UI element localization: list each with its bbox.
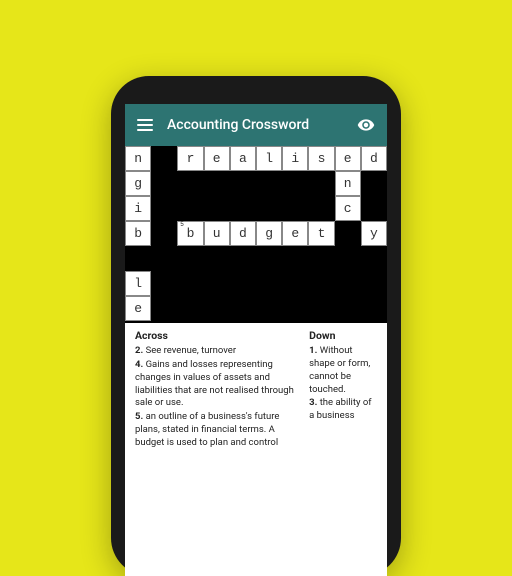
- cell-white[interactable]: g: [256, 221, 282, 246]
- crossword-grid-container: nrealisedgnicbb5udgetyle: [125, 146, 387, 321]
- cell-black: [361, 246, 387, 271]
- cell-black: [308, 296, 334, 321]
- cell-black: [335, 246, 361, 271]
- cell-black: [230, 296, 256, 321]
- cell-black: [204, 296, 230, 321]
- cell-black: [256, 271, 282, 296]
- cell-white[interactable]: y: [361, 221, 387, 246]
- menu-icon[interactable]: [137, 119, 153, 131]
- cell-white[interactable]: e: [335, 146, 361, 171]
- phone-frame: Accounting Crossword nrealisedgnicbb5udg…: [111, 76, 401, 576]
- cell-black: [204, 196, 230, 221]
- cell-white[interactable]: b: [125, 221, 151, 246]
- cell-white[interactable]: r: [177, 146, 203, 171]
- cell-white[interactable]: l: [256, 146, 282, 171]
- cell-black: [177, 196, 203, 221]
- cell-white[interactable]: l: [125, 271, 151, 296]
- cell-white[interactable]: d: [230, 221, 256, 246]
- cell-black: [151, 171, 177, 196]
- cell-black: [256, 246, 282, 271]
- cell-white[interactable]: t: [308, 221, 334, 246]
- cell-white[interactable]: a: [230, 146, 256, 171]
- cell-white[interactable]: n: [335, 171, 361, 196]
- cell-white[interactable]: e: [204, 146, 230, 171]
- cell-black: [335, 296, 361, 321]
- cell-black: [361, 171, 387, 196]
- across-clue[interactable]: 4. Gains and losses representing changes…: [135, 359, 297, 410]
- cell-white[interactable]: d: [361, 146, 387, 171]
- cell-black: [361, 196, 387, 221]
- cell-black: [282, 171, 308, 196]
- clues-down: Down 1. Without shape or form, cannot be…: [309, 329, 377, 451]
- cell-black: [308, 246, 334, 271]
- cell-black: [361, 271, 387, 296]
- cell-white[interactable]: g: [125, 171, 151, 196]
- cell-number: 5: [180, 222, 183, 228]
- cell-black: [256, 296, 282, 321]
- cell-white[interactable]: e: [125, 296, 151, 321]
- cell-black: [177, 246, 203, 271]
- cell-black: [230, 271, 256, 296]
- crossword-grid[interactable]: nrealisedgnicbb5udgetyle: [125, 146, 387, 321]
- cell-black: [230, 196, 256, 221]
- cell-black: [177, 296, 203, 321]
- cell-black: [204, 271, 230, 296]
- app-title: Accounting Crossword: [167, 117, 343, 133]
- cell-black: [151, 246, 177, 271]
- cell-black: [282, 271, 308, 296]
- cell-black: [177, 271, 203, 296]
- cell-black: [256, 171, 282, 196]
- cell-white[interactable]: n: [125, 146, 151, 171]
- cell-white[interactable]: u: [204, 221, 230, 246]
- across-clue[interactable]: 2. See revenue, turnover: [135, 345, 297, 358]
- cell-black: [308, 171, 334, 196]
- cell-black: [204, 171, 230, 196]
- cell-white[interactable]: i: [125, 196, 151, 221]
- cell-black: [361, 296, 387, 321]
- cell-black: [282, 296, 308, 321]
- cell-black: [230, 246, 256, 271]
- cell-black: [151, 296, 177, 321]
- cell-black: [335, 221, 361, 246]
- cell-black: [256, 196, 282, 221]
- cell-black: [308, 271, 334, 296]
- cell-black: [282, 196, 308, 221]
- cell-white[interactable]: s: [308, 146, 334, 171]
- cell-black: [230, 171, 256, 196]
- across-heading: Across: [135, 329, 297, 343]
- across-clue[interactable]: 5. an outline of a business's future pla…: [135, 411, 297, 449]
- cell-black: [151, 196, 177, 221]
- cell-black: [151, 146, 177, 171]
- cell-black: [177, 171, 203, 196]
- cell-white[interactable]: c: [335, 196, 361, 221]
- cell-black: [151, 271, 177, 296]
- cell-black: [282, 246, 308, 271]
- cell-black: [308, 196, 334, 221]
- clues-section: Across 2. See revenue, turnover4. Gains …: [125, 321, 387, 451]
- cell-black: [335, 271, 361, 296]
- clues-across: Across 2. See revenue, turnover4. Gains …: [135, 329, 297, 451]
- cell-white[interactable]: i: [282, 146, 308, 171]
- cell-white[interactable]: e: [282, 221, 308, 246]
- eye-icon[interactable]: [357, 116, 375, 134]
- cell-black: [204, 246, 230, 271]
- cell-white[interactable]: b5: [177, 221, 203, 246]
- down-clue[interactable]: 1. Without shape or form, cannot be touc…: [309, 345, 377, 396]
- app-bar: Accounting Crossword: [125, 104, 387, 146]
- phone-screen: Accounting Crossword nrealisedgnicbb5udg…: [125, 104, 387, 576]
- cell-black: [151, 221, 177, 246]
- down-clue[interactable]: 3. the ability of a business: [309, 397, 377, 423]
- cell-black: [125, 246, 151, 271]
- down-heading: Down: [309, 329, 377, 343]
